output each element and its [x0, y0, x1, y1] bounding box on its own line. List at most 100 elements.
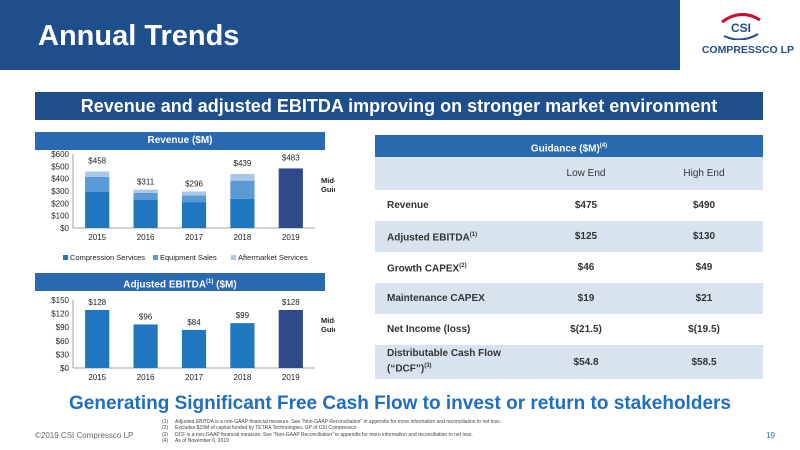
annotation-line1: Mid-Point: [321, 316, 335, 325]
guidance-high-value: $(19.5): [688, 324, 720, 335]
bar-segment: [85, 171, 110, 177]
guidance-rows: Revenue $475 $490 Adjusted EBITDA(1) $125 $13…: [375, 190, 763, 379]
data-label: $128: [88, 298, 106, 307]
x-tick-label: 2019: [282, 233, 300, 242]
y-tick-label: $600: [51, 150, 69, 159]
bar-segment: [85, 191, 110, 228]
guidance-bar: [278, 168, 303, 228]
y-tick-label: $100: [51, 212, 69, 221]
annotation-line2: Guidance(4): [321, 185, 335, 194]
guidance-low-value: $125: [574, 231, 598, 242]
revenue-chart-title: Revenue ($M): [35, 132, 325, 150]
annotation-guidance-word: Guidance: [321, 325, 335, 334]
bottom-banner: Generating Significant Free Cash Flow to…: [69, 393, 731, 414]
bar: [85, 309, 110, 368]
y-tick-label: $90: [56, 323, 70, 332]
col-high-end: High End: [683, 168, 725, 179]
guidance-table-title: Guidance ($M)(4): [375, 135, 763, 157]
bar-segment: [181, 195, 207, 203]
footnote-text: Adjusted EBITDA is a non-GAAP financial …: [175, 419, 502, 425]
ebitda-title-sup: (1): [206, 279, 214, 285]
bar-segment: [133, 192, 158, 200]
slide-title: Annual Trends: [38, 20, 240, 52]
bar: [181, 329, 207, 368]
guidance-high-value: $49: [695, 262, 713, 273]
legend-swatch: [63, 255, 68, 260]
mid-point-guidance-annotation: Mid-PointGuidance(4): [321, 316, 335, 334]
y-tick-label: $0: [60, 224, 69, 233]
guidance-title-text: Guidance ($M): [530, 143, 600, 155]
ebitda-chart-title: Adjusted EBITDA(1) ($M): [35, 273, 325, 291]
bar-segment: [230, 198, 255, 228]
y-tick-label: $0: [60, 364, 69, 373]
x-tick-label: 2016: [137, 233, 155, 242]
footnote-number: (4): [162, 437, 169, 444]
data-label: $96: [139, 312, 153, 321]
bar: [133, 324, 158, 368]
data-label: $296: [185, 179, 203, 188]
legend-label: Equipment Sales: [160, 253, 217, 262]
footnote-text: As of November 6, 2019: [175, 437, 229, 444]
slide-header: Annual Trends CSI COMPRESSCO LP: [0, 0, 800, 70]
guidance-high-value: $130: [692, 231, 716, 242]
guidance-low-value: $19: [577, 293, 595, 304]
guidance-row-label: Net Income (loss): [387, 323, 471, 335]
guidance-low-value: $46: [577, 262, 595, 273]
footnote-number: (1): [162, 419, 169, 425]
bar: [230, 323, 255, 368]
x-tick-label: 2016: [137, 373, 155, 382]
bar-segment: [230, 173, 255, 181]
bar-segment: [133, 199, 158, 228]
guidance-row-sup: (1): [469, 231, 478, 238]
y-tick-label: $120: [51, 310, 69, 319]
y-tick-label: $500: [51, 162, 69, 171]
guidance-header-row: Low End High End: [375, 157, 763, 190]
headline-banner: Revenue and adjusted EBITDA improving on…: [35, 92, 763, 120]
revenue-chart: $0 $100 $200 $300 $400 $500 $600 2015 $458 2016 $3…: [51, 150, 335, 262]
mid-point-guidance-annotation: Mid-PointGuidance(4): [321, 176, 335, 194]
x-tick-label: 2018: [234, 373, 252, 382]
guidance-high-value: $490: [692, 200, 716, 211]
data-label: $99: [236, 311, 250, 320]
y-tick-label: $30: [56, 350, 70, 359]
guidance-row: Net Income (loss) $(21.5) $(19.5): [375, 314, 763, 345]
x-tick-label: 2017: [185, 373, 203, 382]
footnote: (2) Excludes $15M of capital funded by TE…: [162, 425, 501, 431]
data-label: $439: [234, 159, 252, 168]
x-tick-label: 2015: [88, 233, 106, 242]
guidance-high-value: $21: [695, 293, 713, 304]
x-tick-label: 2017: [185, 233, 203, 242]
y-tick-label: $400: [51, 175, 69, 184]
copyright: ©2019 CSI Compressco LP: [35, 431, 134, 440]
ebitda-title-unit: ($M): [213, 279, 237, 291]
col-low-end: Low End: [566, 168, 606, 179]
guidance-row-label: Growth CAPEX(2): [387, 262, 467, 275]
data-label: $483: [282, 153, 300, 162]
y-tick-label: $150: [51, 296, 69, 305]
legend-label: Compression Services: [70, 253, 145, 262]
guidance-row: Revenue $475 $490: [375, 190, 763, 221]
guidance-high-value: $58.5: [691, 356, 717, 368]
company-logo: CSI COMPRESSCO LP: [680, 0, 800, 70]
guidance-row: Adjusted EBITDA(1) $125 $130: [375, 221, 763, 252]
legend-swatch: [231, 255, 236, 260]
x-tick-label: 2015: [88, 373, 106, 382]
footnote-number: (3): [162, 431, 169, 438]
logo-mark-text: CSI: [731, 21, 751, 35]
y-tick-label: $60: [56, 337, 70, 346]
guidance-row: Growth CAPEX(2) $46 $49: [375, 252, 763, 283]
x-tick-label: 2019: [282, 373, 300, 382]
csi-logo-icon: CSI: [721, 13, 761, 40]
guidance-low-value: $54.8: [573, 356, 599, 368]
footnote: (3) DCF is a non-GAAP financial measure. …: [162, 432, 501, 438]
annotation-line2: Guidance(4): [321, 325, 335, 334]
y-tick-label: $300: [51, 187, 69, 196]
data-label: $458: [88, 157, 106, 166]
footnotes: (1) Adjusted EBITDA is a non-GAAP financi…: [162, 419, 501, 444]
revenue-legend: Compression Services Equipment Sales After…: [63, 253, 308, 262]
legend-swatch: [153, 255, 158, 260]
bar-segment: [181, 202, 207, 228]
guidance-title-sup: (4): [599, 143, 608, 149]
guidance-row-label: Distributable Cash Flow (“DCF”)(3): [387, 348, 501, 375]
guidance-row: Maintenance CAPEX $19 $21: [375, 283, 763, 314]
